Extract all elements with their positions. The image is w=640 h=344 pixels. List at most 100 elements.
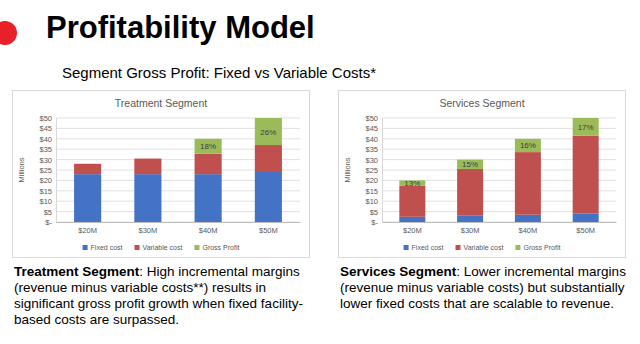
y-tick-label: $15 xyxy=(39,187,52,196)
margin-label: 15% xyxy=(462,160,478,169)
bar-segment xyxy=(399,186,425,217)
bar-segment xyxy=(74,174,101,222)
bar-segment xyxy=(573,214,599,222)
legend: Fixed cost Variable cost Gross Profit xyxy=(83,244,240,251)
y-tick: $20 xyxy=(365,176,382,185)
bar-segment xyxy=(399,217,425,222)
chart: Treatment Segment18%26%$-$5$10$15$20$25$… xyxy=(13,91,310,258)
legend-item: Fixed cost xyxy=(83,244,123,251)
y-tick: $25 xyxy=(39,166,56,175)
caption: Treatment Segment: High incremental marg… xyxy=(14,264,314,328)
y-tick-label: $15 xyxy=(365,187,378,196)
y-tick-label: $45 xyxy=(365,124,378,133)
y-tick: $10 xyxy=(39,197,56,206)
legend-label: Gross Profit xyxy=(523,244,560,251)
y-tick-label: $40 xyxy=(365,135,378,144)
y-tick: $20 xyxy=(39,176,56,185)
bar-segment xyxy=(134,159,161,175)
bar-segment xyxy=(255,145,282,171)
legend: Fixed cost Variable cost Gross Profit xyxy=(404,244,561,251)
bar-segment xyxy=(457,160,483,169)
bar-segment xyxy=(195,139,222,154)
bars xyxy=(74,118,282,222)
x-tick: $40M xyxy=(199,222,218,235)
bar-segment xyxy=(457,169,483,216)
y-tick: $10 xyxy=(365,197,382,206)
bar-segment xyxy=(74,164,101,174)
x-tick-label: $20M xyxy=(78,226,97,235)
legend-item: Fixed cost xyxy=(404,244,444,251)
plot: 13%15%16%17%$-$5$10$15$20$25$30$35$40$45… xyxy=(365,114,616,235)
y-tick: $15 xyxy=(39,187,56,196)
x-tick: $30M xyxy=(138,222,157,235)
bar-segment xyxy=(134,174,161,222)
y-tick-label: $40 xyxy=(39,135,52,144)
x-axis-line xyxy=(383,222,617,223)
legend-item: Variable cost xyxy=(456,244,504,251)
margin-label: 16% xyxy=(520,141,536,150)
bar-segment xyxy=(515,139,541,152)
y-tick-label: $10 xyxy=(39,197,52,206)
bar-segment xyxy=(255,171,282,222)
y-axis-line xyxy=(382,119,383,223)
y-tick: $5 xyxy=(370,208,382,217)
y-tick-label: $35 xyxy=(39,145,52,154)
grid xyxy=(56,118,300,222)
y-tick: $35 xyxy=(39,145,56,154)
legend-label: Gross Profit xyxy=(202,244,239,251)
legend-label: Fixed cost xyxy=(412,244,444,251)
x-axis: $20M $30M $40M $50M xyxy=(383,222,617,235)
y-axis: $-$5$10$15$20$25$30$35$40$45$50 xyxy=(365,114,382,227)
y-tick: $40 xyxy=(365,135,382,144)
y-tick-label: $25 xyxy=(39,166,52,175)
caption: Services Segment: Lower incremental marg… xyxy=(340,264,630,312)
y-tick-label: $20 xyxy=(39,176,52,185)
y-tick-label: $50 xyxy=(365,114,378,123)
legend-swatch xyxy=(194,245,199,250)
chart-frame xyxy=(339,91,626,258)
bars xyxy=(399,118,598,222)
caption-heading: Treatment Segment xyxy=(14,264,139,279)
plot: 18%26%$-$5$10$15$20$25$30$35$40$45$50$20… xyxy=(39,114,300,235)
y-tick-label: $10 xyxy=(365,197,378,206)
y-tick: $30 xyxy=(365,156,382,165)
x-tick: $20M xyxy=(78,222,97,235)
x-tick-label: $30M xyxy=(461,226,480,235)
y-axis-title: Millions xyxy=(17,157,26,182)
margin-label: 18% xyxy=(200,142,216,151)
y-tick-label: $30 xyxy=(39,156,52,165)
legend-item: Gross Profit xyxy=(515,244,560,251)
x-axis-line xyxy=(57,222,301,223)
x-tick: $50M xyxy=(259,222,278,235)
margin-label: 13% xyxy=(404,179,420,188)
x-tick-label: $50M xyxy=(259,226,278,235)
legend-swatch xyxy=(135,245,140,250)
x-tick: $20M xyxy=(403,222,422,235)
y-tick-label: $- xyxy=(371,218,378,227)
slide-subtitle: Segment Gross Profit: Fixed vs Variable … xyxy=(62,64,376,81)
bar-segment xyxy=(515,152,541,215)
x-tick-label: $50M xyxy=(576,226,595,235)
x-tick-label: $40M xyxy=(519,226,538,235)
y-tick: $15 xyxy=(365,187,382,196)
y-axis-line xyxy=(56,119,57,223)
chart-title: Services Segment xyxy=(439,97,524,109)
legend-swatch xyxy=(404,245,409,250)
y-axis-title: Millions xyxy=(343,157,352,182)
y-tick-label: $50 xyxy=(39,114,52,123)
y-tick-label: $5 xyxy=(370,208,378,217)
y-tick-label: $5 xyxy=(44,208,52,217)
bar-segment xyxy=(255,118,282,145)
x-tick: $30M xyxy=(461,222,480,235)
legend-item: Variable cost xyxy=(135,244,183,251)
y-tick-label: $25 xyxy=(365,166,378,175)
x-tick-label: $40M xyxy=(199,226,218,235)
bar-segment xyxy=(573,118,599,136)
bar-segment xyxy=(457,216,483,222)
margin-label: 17% xyxy=(578,123,594,132)
slide-title: Profitability Model xyxy=(46,10,315,46)
bar-labels: 18%26% xyxy=(200,128,276,152)
bullet-dot xyxy=(0,21,17,45)
charts: Treatment Segment18%26%$-$5$10$15$20$25$… xyxy=(0,0,640,260)
y-axis: $-$5$10$15$20$25$30$35$40$45$50 xyxy=(39,114,56,227)
